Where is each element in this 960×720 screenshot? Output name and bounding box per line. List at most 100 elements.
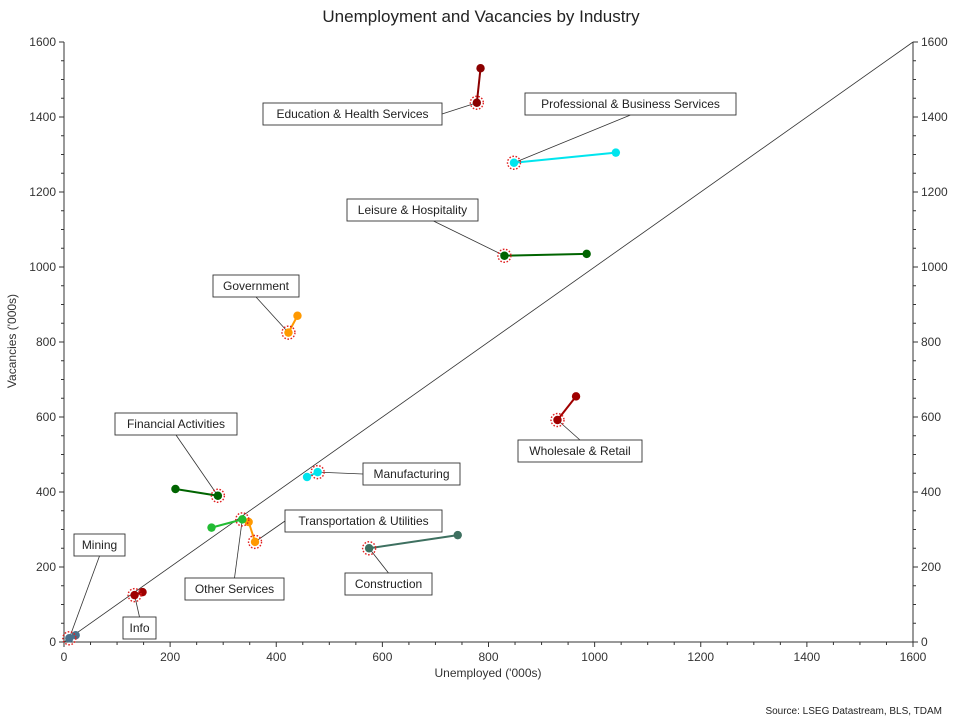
annotation-leader-line — [441, 102, 477, 115]
series-start-point — [244, 517, 253, 527]
annotation-label: Manufacturing — [373, 467, 449, 481]
x-tick-label: 400 — [266, 650, 286, 664]
series-end-point — [65, 634, 74, 643]
y-tick-label-left: 1600 — [29, 35, 56, 49]
series-segment — [175, 488, 219, 497]
annotation-box — [346, 198, 479, 222]
series-end-point — [472, 98, 482, 107]
series-end-point — [284, 328, 293, 337]
annotation-box — [517, 439, 643, 463]
annotation-leader-line — [254, 520, 286, 543]
series-end-highlight-ring — [469, 95, 485, 110]
series-end-point — [238, 515, 247, 524]
series-end-highlight-ring — [210, 488, 226, 503]
series-start-point — [571, 392, 581, 401]
annotation-label: Leisure & Hospitality — [358, 203, 467, 217]
annotation-leader-line — [368, 548, 389, 574]
annotation-label: Construction — [355, 577, 422, 591]
series-segment — [504, 252, 587, 257]
series-segment — [368, 534, 458, 550]
x-tick-label: 800 — [478, 650, 498, 664]
source-note: Source: LSEG Datastream, BLS, TDAM — [765, 706, 942, 717]
annotation-box — [212, 274, 300, 298]
series-end-highlight-ring — [62, 631, 77, 646]
series-end-highlight-ring — [506, 155, 522, 170]
annotation-box — [122, 616, 157, 640]
series-start-point — [611, 148, 621, 157]
series-segment — [513, 151, 616, 164]
y-tick-label-right: 200 — [921, 560, 941, 574]
annotation-leader-line — [317, 471, 364, 475]
y-tick-label-right: 1200 — [921, 185, 948, 199]
x-tick-label: 1000 — [581, 650, 608, 664]
annotation-box — [184, 577, 285, 601]
annotation-box — [114, 412, 238, 436]
x-tick-label: 600 — [372, 650, 392, 664]
annotation-box — [262, 102, 443, 126]
annotation-label: Government — [223, 279, 290, 293]
x-axis-label: Unemployed ('000s) — [434, 666, 541, 680]
annotation-leader-line — [234, 519, 243, 579]
annotation-label: Education & Health Services — [276, 107, 428, 121]
y-tick-label-left: 800 — [36, 335, 56, 349]
y-tick-label-right: 800 — [921, 335, 941, 349]
y-tick-label-right: 1000 — [921, 260, 948, 274]
y-tick-label-left: 1200 — [29, 185, 56, 199]
annotation-box — [284, 509, 443, 533]
annotation-leader-line — [433, 220, 505, 257]
y-tick-label-left: 400 — [36, 485, 56, 499]
series-start-point — [171, 484, 180, 494]
series-end-highlight-ring — [361, 541, 377, 556]
series-end-highlight-ring — [310, 464, 325, 480]
y-axis-label: Vacancies ('000s) — [5, 294, 19, 388]
series-end-point — [130, 590, 139, 600]
reference-line — [63, 41, 914, 643]
series-end-point — [509, 158, 519, 167]
series-end-point — [364, 544, 374, 553]
y-tick-label-left: 600 — [36, 410, 56, 424]
series-start-point — [207, 523, 216, 532]
x-tick-label: 1600 — [900, 650, 927, 664]
series-end-highlight-ring — [235, 512, 250, 527]
series-end-highlight-ring — [550, 412, 565, 428]
y-tick-label-right: 1400 — [921, 110, 948, 124]
series-end-highlight-ring — [127, 587, 142, 603]
series-end-point — [500, 251, 509, 260]
annotation-label: Info — [129, 621, 149, 635]
series-start-point — [71, 631, 80, 640]
annotation-label: Transportation & Utilities — [298, 514, 428, 528]
plot-area: 0 0 200 200 400 400 600 600 800 800 1000 1000 1200 12… — [29, 35, 948, 664]
y-tick-label-left: 0 — [49, 635, 56, 649]
annotation-leader-line — [513, 114, 631, 164]
series-start-point — [302, 472, 312, 482]
series-start-point — [476, 64, 485, 73]
annotation-box — [362, 462, 461, 486]
y-tick-label-left: 1000 — [29, 260, 56, 274]
y-tick-label-right: 400 — [921, 485, 941, 499]
series-end-point — [250, 537, 260, 547]
series-segment — [211, 518, 243, 529]
x-tick-label: 200 — [160, 650, 180, 664]
series-segment — [556, 395, 577, 421]
annotation-label: Professional & Business Services — [541, 97, 720, 111]
x-tick-label: 1400 — [794, 650, 821, 664]
y-tick-label-left: 200 — [36, 560, 56, 574]
annotation-label: Wholesale & Retail — [529, 444, 630, 458]
series-end-highlight-ring — [281, 325, 296, 340]
annotation-box — [524, 92, 737, 116]
series-end-highlight-ring — [247, 534, 263, 550]
annotation-leader-line — [557, 419, 581, 441]
y-tick-label-right: 600 — [921, 410, 941, 424]
x-tick-label: 1200 — [687, 650, 714, 664]
y-tick-label-right: 1600 — [921, 35, 948, 49]
series-start-point — [453, 530, 462, 540]
annotation-label: Mining — [82, 538, 117, 552]
series-end-point — [553, 415, 562, 425]
annotation-leader-line — [255, 296, 289, 333]
annotation-leader-line — [175, 434, 219, 496]
annotation-box — [344, 572, 433, 596]
series-end-point — [313, 467, 322, 477]
series-segment — [475, 68, 482, 103]
x-tick-label: 0 — [61, 650, 68, 664]
